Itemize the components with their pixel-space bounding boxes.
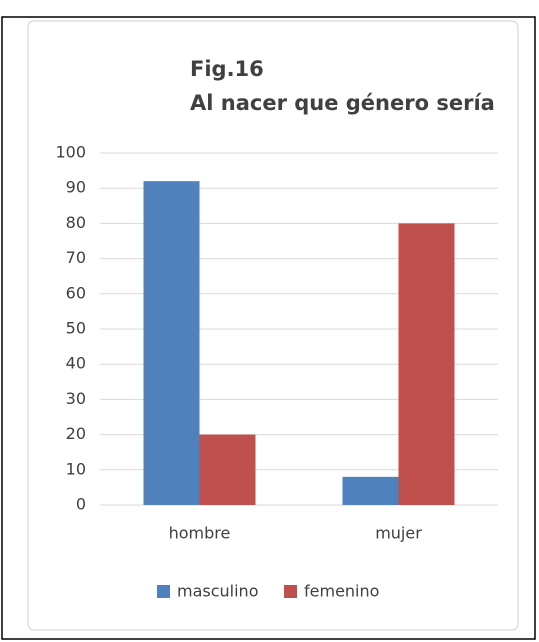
legend-label: masculino [177,582,258,601]
y-tick-label: 20 [66,424,86,443]
y-tick-label: 50 [66,319,86,338]
y-tick-label: 70 [66,248,86,267]
y-tick-label: 90 [66,178,86,197]
y-tick-label: 100 [55,143,86,162]
legend-label: femenino [304,582,379,601]
y-tick-label: 80 [66,213,86,232]
y-tick-label: 0 [76,495,86,514]
bar [143,181,200,505]
bar [398,223,455,505]
x-tick-label: mujer [375,524,422,543]
legend-swatch [284,585,297,598]
y-tick-label: 10 [66,459,86,478]
bar [342,476,399,505]
x-tick-label: hombre [169,524,231,543]
chart-title: Fig.16 [190,57,264,81]
y-tick-label: 30 [66,389,86,408]
chart-subtitle: Al nacer que género sería [190,91,495,115]
y-tick-label: 40 [66,354,86,373]
y-tick-label: 60 [66,283,86,302]
legend-swatch [157,585,170,598]
bar [199,434,256,505]
